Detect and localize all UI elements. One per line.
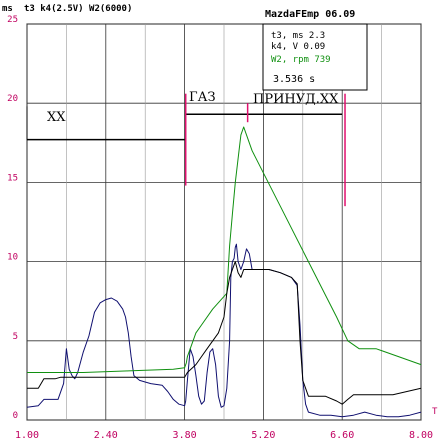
y-tick-label: 10 <box>7 253 18 263</box>
x-tick-label: 6.60 <box>330 430 354 441</box>
info-line-1: t3, ms 2.3 <box>271 31 325 41</box>
y-tick-label: 5 <box>13 332 18 342</box>
x-tick-label: 2.40 <box>94 430 118 441</box>
label-forced-idle: ПРИНУД.XX <box>253 92 339 107</box>
tick-labels: 1.00 2.40 3.80 5.20 6.60 8.00 0 5 10 15 20 25 <box>7 15 433 441</box>
info-box <box>262 23 368 91</box>
info-line-3: W2, rpm 739 <box>271 55 331 65</box>
label-idle: XX <box>47 110 66 125</box>
annotation-overlays <box>26 93 346 207</box>
header-series-legend: t3 k4(2.5V) W2(6000) <box>24 4 132 14</box>
series-line-3 <box>27 261 422 405</box>
x-tick-label: 1.00 <box>15 430 39 441</box>
y-tick-label: 25 <box>7 15 18 25</box>
y-tick-label: 0 <box>13 411 18 421</box>
info-line-2: k4, V 0.09 <box>271 42 325 52</box>
y-tick-label: 20 <box>7 94 18 104</box>
x-axis-label: T <box>432 407 438 417</box>
label-throttle: ГАЗ <box>189 90 216 105</box>
chart-title: MazdaFEmp 06.09 <box>265 9 355 20</box>
x-tick-label: 8.00 <box>409 430 433 441</box>
x-tick-label: 5.20 <box>251 430 275 441</box>
header-ms: ms <box>2 4 13 14</box>
series-line-2 <box>27 126 422 373</box>
series-layer <box>26 126 422 418</box>
series-line-1 <box>26 243 422 418</box>
x-tick-label: 3.80 <box>173 430 197 441</box>
info-time: 3.536 s <box>273 74 315 85</box>
y-tick-label: 15 <box>7 173 18 183</box>
